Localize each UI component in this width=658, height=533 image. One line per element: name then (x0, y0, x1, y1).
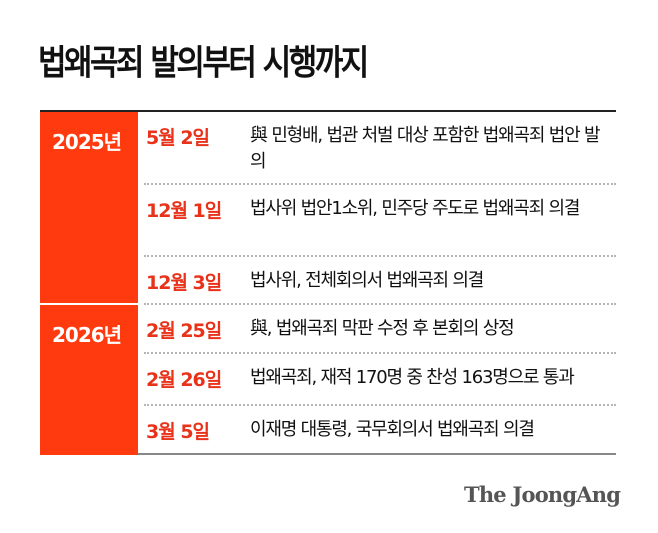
event-description: 이재명 대통령, 국무회의서 법왜곡죄 의결 (250, 419, 535, 440)
year-cell-2025: 2025년 (40, 112, 138, 303)
event-description: 법왜곡죄, 재적 170명 중 찬성 163명으로 통과 (250, 367, 575, 388)
timeline-row: 5월 2일 與 민형배, 법관 처벌 대상 포함한 법왜곡죄 법안 발의 (138, 112, 616, 183)
row-divider (144, 255, 616, 257)
event-date: 12월 1일 (146, 200, 222, 222)
event-date: 2월 26일 (146, 369, 222, 391)
event-date: 5월 2일 (146, 127, 210, 149)
timeline-row: 3월 5일 이재명 대통령, 국무회의서 법왜곡죄 의결 (138, 406, 616, 455)
timeline-row: 12월 3일 법사위, 전체회의서 법왜곡죄 의결 (138, 257, 616, 303)
timeline-row: 12월 1일 법사위 법안1소위, 민주당 주도로 법왜곡죄 의결 (138, 185, 616, 255)
event-date: 3월 5일 (146, 421, 210, 443)
year-cell-2026: 2026년 (40, 305, 138, 455)
year-label: 2025년 (52, 130, 122, 154)
joongang-logo: The JoongAng (464, 482, 621, 507)
event-date: 2월 25일 (146, 320, 222, 342)
page-title: 법왜곡죄 발의부터 시행까지 (38, 42, 369, 84)
row-divider (144, 404, 616, 406)
event-date: 12월 3일 (146, 272, 222, 294)
event-description: 與, 법왜곡죄 막판 수정 후 본회의 상정 (250, 318, 515, 339)
event-description: 법사위, 전체회의서 법왜곡죄 의결 (250, 270, 484, 291)
row-divider (144, 183, 616, 185)
event-description: 법사위 법안1소위, 민주당 주도로 법왜곡죄 의결 (250, 198, 580, 219)
row-divider (144, 352, 616, 354)
timeline-table: 2025년 2026년 5월 2일 與 민형배, 법관 처벌 대상 포함한 법왜… (40, 110, 616, 455)
event-description: 與 민형배, 법관 처벌 대상 포함한 법왜곡죄 법안 발의 (250, 125, 601, 172)
timeline-row: 2월 26일 법왜곡죄, 재적 170명 중 찬성 163명으로 통과 (138, 354, 616, 404)
year-divider (40, 303, 138, 305)
year-label: 2026년 (52, 323, 122, 347)
row-divider (144, 303, 616, 305)
timeline-row: 2월 25일 與, 법왜곡죄 막판 수정 후 본회의 상정 (138, 305, 616, 352)
